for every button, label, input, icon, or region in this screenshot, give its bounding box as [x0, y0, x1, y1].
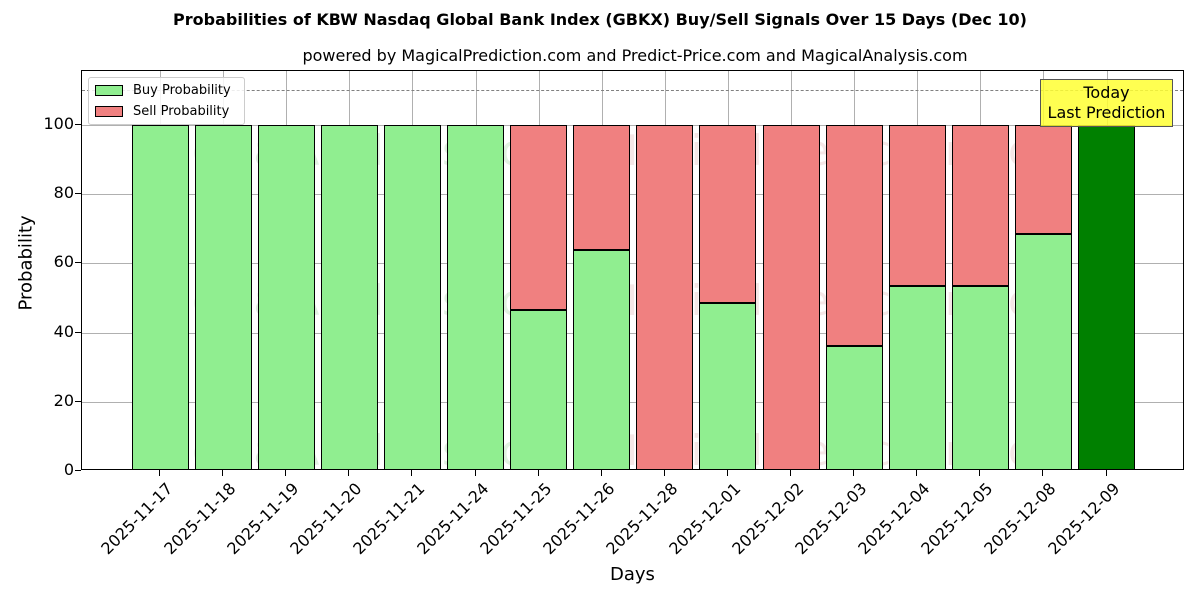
- buy-bar: [194, 125, 252, 469]
- x-tick-mark: [979, 470, 981, 476]
- sell-bar: [573, 125, 631, 250]
- grid-line-h: [82, 332, 1183, 334]
- y-tick-label: 0: [63, 460, 74, 479]
- buy-bar: [320, 125, 378, 469]
- buy-bar: [1014, 233, 1072, 469]
- sell-bar: [699, 125, 757, 303]
- legend-item-sell: Sell Probability: [95, 103, 229, 119]
- chart-subtitle: powered by MagicalPrediction.com and Pre…: [302, 46, 968, 65]
- buy-bar: [699, 302, 757, 469]
- sell-swatch-icon: [95, 105, 123, 117]
- buy-bar: [951, 285, 1009, 469]
- sell-bar: [888, 125, 946, 286]
- y-tick-label: 20: [53, 390, 74, 410]
- buy-bar: [510, 310, 568, 469]
- grid-line-h: [82, 401, 1183, 403]
- x-tick-mark: [853, 470, 855, 476]
- y-tick-label: 100: [43, 114, 74, 133]
- buy-swatch-icon: [95, 84, 123, 96]
- y-tick-mark: [75, 193, 81, 195]
- y-axis-title: Probability: [15, 215, 37, 311]
- sell-bar: [1014, 125, 1072, 234]
- x-tick-mark: [1042, 470, 1044, 476]
- sell-bar: [510, 125, 568, 311]
- buy-bar: [257, 125, 315, 469]
- x-tick-mark: [663, 470, 665, 476]
- chart-title: Probabilities of KBW Nasdaq Global Bank …: [173, 10, 1027, 29]
- sell-bar: [951, 125, 1009, 286]
- legend: Buy Probability Sell Probability: [88, 77, 245, 125]
- x-tick-mark: [790, 470, 791, 476]
- grid-line-h: [82, 125, 1183, 126]
- today-annotation: Today Last Prediction: [1040, 79, 1173, 127]
- x-tick-mark: [726, 470, 728, 476]
- x-tick-mark: [222, 470, 224, 476]
- buy-bar: [825, 346, 883, 469]
- buy-bar: [383, 125, 441, 469]
- annotation-line-1: Today: [1083, 83, 1130, 102]
- sell-bar: [825, 125, 883, 347]
- y-tick-mark: [75, 331, 81, 333]
- x-tick-mark: [537, 470, 539, 476]
- y-tick-mark: [75, 470, 81, 471]
- annotation-line-2: Last Prediction: [1047, 103, 1166, 122]
- y-tick-mark: [75, 262, 81, 264]
- x-tick-mark: [159, 470, 160, 476]
- reference-dashed-line: [82, 90, 1183, 92]
- grid-line-h: [82, 263, 1183, 265]
- x-axis-title: Days: [610, 564, 655, 585]
- x-tick-mark: [474, 470, 476, 476]
- legend-buy-label: Buy Probability: [133, 82, 231, 98]
- x-tick-mark: [285, 470, 287, 476]
- sell-bar: [636, 125, 694, 469]
- x-tick-mark: [411, 470, 413, 476]
- plot-area: MagicalAnalysis.comMagicalPrediction.com…: [81, 70, 1184, 470]
- x-tick-mark: [348, 470, 350, 476]
- sell-bar: [762, 125, 820, 469]
- buy-bar: [1078, 125, 1135, 469]
- buy-bar: [573, 249, 631, 469]
- buy-bar: [888, 285, 946, 469]
- y-tick-label: 60: [53, 252, 74, 272]
- y-tick-mark: [75, 400, 81, 402]
- x-tick-mark: [1105, 470, 1107, 476]
- legend-item-buy: Buy Probability: [95, 82, 231, 98]
- y-tick-label: 40: [53, 321, 74, 341]
- grid-line-h: [82, 194, 1183, 196]
- x-tick-mark: [916, 470, 918, 476]
- y-tick-label: 80: [53, 183, 74, 203]
- buy-bar: [447, 125, 504, 469]
- x-tick-mark: [600, 470, 602, 476]
- buy-bar: [131, 125, 189, 469]
- legend-sell-label: Sell Probability: [133, 103, 230, 119]
- y-tick-mark: [75, 124, 81, 125]
